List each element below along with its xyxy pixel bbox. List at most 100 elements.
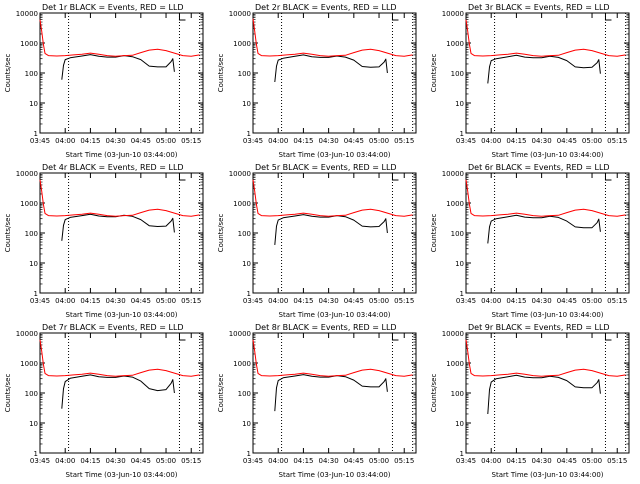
x-tick-label: 04:45 [557,137,577,145]
y-tick-label: 100 [238,230,251,238]
y-tick-label: 100 [25,390,38,398]
x-tick-label: 05:00 [582,297,602,305]
chart-title: Det 4r BLACK = Events, RED = LLD [42,163,184,172]
x-tick-label: 04:00 [268,457,288,465]
x-tick-label: 03:45 [30,297,50,305]
x-axis-label: Start Time (03-Jun-10 03:44:00) [66,311,178,319]
y-tick-label: 10000 [16,10,38,18]
plot-frame [465,12,630,134]
y-tick-label: 100 [451,70,464,78]
x-tick-label: 04:30 [106,297,126,305]
x-tick-label: 04:45 [131,457,151,465]
x-tick-label: 05:15 [607,137,627,145]
y-tick-label: 10 [29,420,38,428]
chart-svg: Det 5r BLACK = Events, RED = LLD Counts/s… [217,163,417,319]
y-axis-label: Counts/sec [430,214,438,253]
x-axis-label: Start Time (03-Jun-10 03:44:00) [66,151,178,159]
y-tick-label: 1 [34,130,38,138]
y-tick-label: 10000 [442,170,464,178]
x-tick-label: 03:45 [456,457,476,465]
x-tick-label: 03:45 [456,297,476,305]
x-tick-label: 04:00 [268,137,288,145]
x-tick-label: 04:15 [506,137,526,145]
series-line-events [61,213,175,241]
y-tick-label: 1000 [20,40,38,48]
x-tick-label: 04:45 [557,457,577,465]
y-tick-label: 10 [455,260,464,268]
x-tick-label: 04:00 [55,457,75,465]
y-axis-label: Counts/sec [217,374,225,413]
detector-chart-2: Det 2r BLACK = Events, RED = LLD Counts/s… [213,0,426,164]
x-tick-label: 05:15 [181,137,201,145]
x-tick-label: 03:45 [456,137,476,145]
y-tick-label: 1 [247,450,251,458]
detector-chart-3: Det 3r BLACK = Events, RED = LLD Counts/s… [426,0,639,164]
x-tick-label: 04:30 [319,457,339,465]
x-tick-label: 04:45 [131,137,151,145]
marker-bracket [391,333,399,341]
marker-bracket [604,333,612,341]
x-tick-label: 04:45 [557,297,577,305]
series-line-lld [465,339,626,377]
y-tick-label: 10000 [16,330,38,338]
y-axis-label: Counts/sec [430,54,438,93]
x-tick-label: 05:00 [369,137,389,145]
chart-title: Det 6r BLACK = Events, RED = LLD [468,163,610,172]
x-tick-label: 03:45 [243,457,263,465]
detector-chart-5: Det 5r BLACK = Events, RED = LLD Counts/s… [213,160,426,324]
plot-frame [465,172,630,294]
y-tick-label: 100 [451,230,464,238]
plot-frame [39,332,204,454]
x-tick-label: 04:30 [532,457,552,465]
y-tick-label: 1000 [233,200,251,208]
y-tick-label: 1000 [446,360,464,368]
series-line-lld [465,179,626,217]
y-tick-label: 1 [460,450,464,458]
chart-title: Det 9r BLACK = Events, RED = LLD [468,323,610,332]
y-tick-label: 1 [460,130,464,138]
chart-svg: Det 9r BLACK = Events, RED = LLD Counts/s… [430,323,630,479]
y-tick-label: 10 [455,420,464,428]
y-tick-label: 1 [34,290,38,298]
y-tick-label: 10 [242,420,251,428]
x-axis-label: Start Time (03-Jun-10 03:44:00) [279,311,391,319]
series-line-events [274,374,388,412]
x-tick-label: 05:15 [607,457,627,465]
plot-frame [252,172,417,294]
series-line-events [487,374,601,415]
chart-title: Det 2r BLACK = Events, RED = LLD [255,3,397,12]
x-axis-label: Start Time (03-Jun-10 03:44:00) [279,471,391,479]
x-tick-label: 03:45 [30,457,50,465]
x-tick-label: 04:30 [319,137,339,145]
y-tick-label: 10000 [229,10,251,18]
y-axis-label: Counts/sec [217,54,225,93]
detector-chart-6: Det 6r BLACK = Events, RED = LLD Counts/s… [426,160,639,324]
series-line-lld [252,18,413,57]
chart-title: Det 5r BLACK = Events, RED = LLD [255,163,397,172]
y-axis-label: Counts/sec [4,374,12,413]
chart-svg: Det 3r BLACK = Events, RED = LLD Counts/s… [430,3,630,159]
x-tick-label: 04:45 [344,137,364,145]
x-tick-label: 05:15 [181,297,201,305]
x-tick-label: 04:30 [532,137,552,145]
detector-chart-4: Det 4r BLACK = Events, RED = LLD Counts/s… [0,160,213,324]
detector-chart-7: Det 7r BLACK = Events, RED = LLD Counts/s… [0,320,213,484]
detector-chart-8: Det 8r BLACK = Events, RED = LLD Counts/s… [213,320,426,484]
y-tick-label: 10000 [16,170,38,178]
x-tick-label: 03:45 [243,137,263,145]
y-tick-label: 1 [34,450,38,458]
x-tick-label: 04:00 [268,297,288,305]
x-tick-label: 04:15 [80,137,100,145]
chart-title: Det 3r BLACK = Events, RED = LLD [468,3,610,12]
y-tick-label: 1000 [446,40,464,48]
y-tick-label: 1000 [233,40,251,48]
detector-chart-9: Det 9r BLACK = Events, RED = LLD Counts/s… [426,320,639,484]
marker-bracket [391,13,399,21]
y-tick-label: 1000 [233,360,251,368]
x-tick-label: 04:15 [293,457,313,465]
marker-bracket [604,173,612,181]
y-axis-label: Counts/sec [217,214,225,253]
y-tick-label: 100 [25,70,38,78]
series-line-events [274,54,388,83]
